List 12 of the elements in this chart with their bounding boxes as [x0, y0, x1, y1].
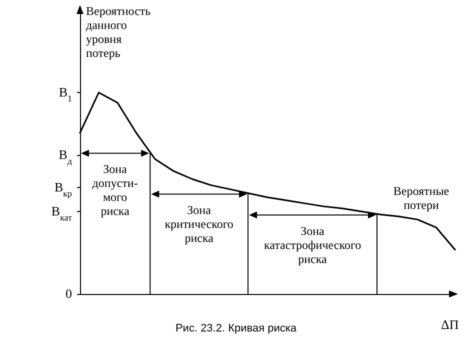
- y-tick-label: В$_{1}$: [58, 84, 72, 104]
- annotation: Зона катастрофического риска: [264, 224, 362, 266]
- y-axis-title: Вероятность данного уровня потерь: [86, 4, 152, 60]
- y-tick-label: В$_{кат}$: [51, 203, 72, 222]
- annotation: Зона допусти- мого риска: [92, 162, 138, 218]
- annotation: Вероятные потери: [393, 184, 450, 212]
- y-tick-label: В$_{кр}$: [54, 179, 72, 198]
- annotation: Зона критического риска: [164, 203, 234, 246]
- x-axis-title: ΔП: [441, 317, 459, 332]
- text: Рис. 23.2. Кривая риска: [175, 322, 298, 334]
- y-tick-label: 0: [66, 286, 72, 301]
- y-tick-label: В$_{д}$: [58, 147, 72, 166]
